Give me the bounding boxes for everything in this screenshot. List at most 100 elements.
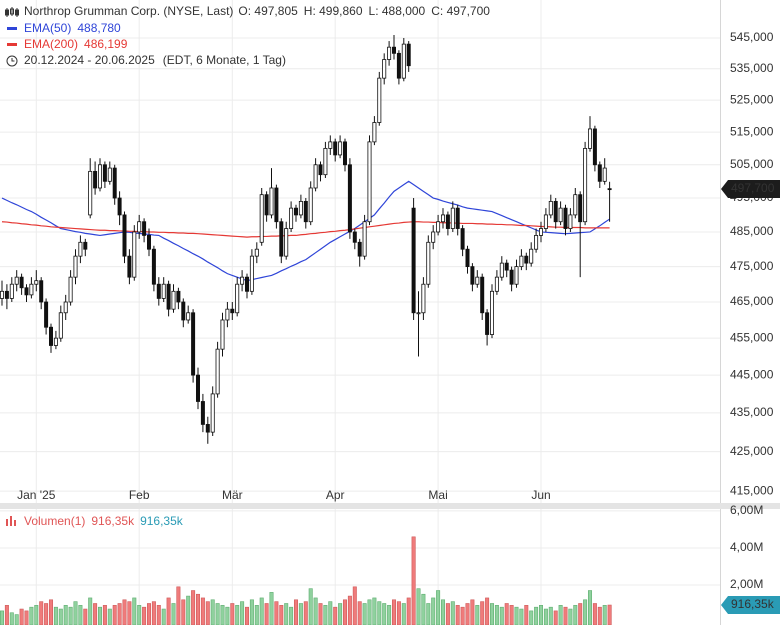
candle-body xyxy=(284,228,289,257)
volume-bar xyxy=(553,610,558,625)
candle-body xyxy=(308,187,313,223)
volume-bar xyxy=(406,597,411,625)
candle-body xyxy=(73,255,78,278)
candle-body xyxy=(127,255,132,278)
candle-body xyxy=(470,266,475,285)
volume-bar xyxy=(421,593,426,625)
volume-tag-label: 916,35k xyxy=(731,597,775,611)
volume-bar xyxy=(254,605,259,625)
candle-body xyxy=(377,77,382,123)
volume-bar xyxy=(44,603,49,625)
volume-bar xyxy=(333,606,338,625)
volume-bar xyxy=(436,590,441,625)
legend-name: EMA(200) xyxy=(24,37,78,51)
candle-body xyxy=(107,167,112,182)
candle-body xyxy=(563,207,568,229)
candle-body xyxy=(592,128,597,166)
price-tag xyxy=(721,179,780,198)
volume-bar xyxy=(323,605,328,625)
volume-bar xyxy=(465,603,470,625)
candle-body xyxy=(122,214,127,257)
volume-bar xyxy=(563,606,568,625)
volume-bar xyxy=(142,606,147,625)
volume-bar xyxy=(249,599,254,625)
volume-bar xyxy=(112,605,117,625)
volume-bar xyxy=(303,601,308,625)
ema-line xyxy=(1,221,610,238)
volume-bar xyxy=(200,597,205,625)
volume-bar xyxy=(29,606,34,625)
volume-bar xyxy=(602,605,607,625)
volume-bar xyxy=(426,603,431,625)
candle-body xyxy=(58,312,63,339)
volume-bar xyxy=(499,606,504,625)
candle-body xyxy=(171,290,176,310)
candle-body xyxy=(372,122,377,143)
volume-bar xyxy=(19,608,24,625)
candle-body xyxy=(166,283,171,310)
candle-body xyxy=(142,221,147,236)
volume-bar xyxy=(245,606,250,625)
volume-bar xyxy=(279,605,284,625)
volume-bar xyxy=(347,595,352,625)
legend-value: 488,780 xyxy=(77,21,121,35)
candle-body xyxy=(357,241,362,257)
candle-body xyxy=(391,46,396,54)
candle-body xyxy=(548,200,553,216)
candle-body xyxy=(132,231,137,278)
candle-body xyxy=(274,187,279,223)
volume-bar xyxy=(509,605,514,625)
period-note: (EDT, 6 Monate, 1 Tag) xyxy=(163,53,286,67)
volume-bar xyxy=(524,605,529,625)
candle-body xyxy=(298,200,303,216)
candle-body xyxy=(387,46,392,60)
ohlc-label: L: 488,000 xyxy=(369,4,426,18)
volume-bar xyxy=(147,603,152,625)
candle-body xyxy=(235,283,240,314)
candle-body xyxy=(44,301,49,328)
volume-bar xyxy=(14,614,19,625)
candle-body xyxy=(494,276,499,292)
candle-body xyxy=(543,214,548,229)
legend-value: 486,199 xyxy=(84,37,128,51)
candle-body xyxy=(63,301,68,314)
volume-bar xyxy=(489,603,494,625)
candle-body xyxy=(254,248,259,257)
candle-body xyxy=(98,164,103,189)
volume-bar xyxy=(362,603,367,625)
candle-body xyxy=(558,207,563,223)
panel-separator xyxy=(0,503,780,509)
candle-body xyxy=(53,337,58,346)
volume-bar xyxy=(210,599,215,625)
y-tick-label: 545,000 xyxy=(730,30,774,44)
candle-body xyxy=(191,312,196,376)
candle-body xyxy=(117,197,122,216)
volume-bar xyxy=(450,601,455,625)
x-tick-label: Mär xyxy=(222,488,243,502)
y-tick-label: 515,000 xyxy=(730,124,774,138)
y-tick-label: 505,000 xyxy=(730,157,774,171)
candle-body xyxy=(411,207,416,314)
candle-body xyxy=(578,194,583,223)
candle-body xyxy=(161,283,166,299)
y-tick-label: 6,00M xyxy=(730,503,763,517)
volume-bar xyxy=(24,610,29,625)
volume-bar xyxy=(186,595,191,625)
volume-bar xyxy=(161,608,166,625)
volume-bar xyxy=(480,601,485,625)
volume-bar xyxy=(289,606,294,625)
candle-body xyxy=(421,283,426,314)
volume-bar xyxy=(205,601,210,625)
candle-body xyxy=(519,255,524,268)
candle-body xyxy=(14,276,19,285)
candle-body xyxy=(34,280,39,285)
volume-bar xyxy=(117,603,122,625)
volume-bar xyxy=(293,599,298,625)
candle-body xyxy=(489,290,494,335)
candle-body xyxy=(318,164,323,176)
volume-bar xyxy=(391,599,396,625)
x-tick-label: Mai xyxy=(428,488,447,502)
